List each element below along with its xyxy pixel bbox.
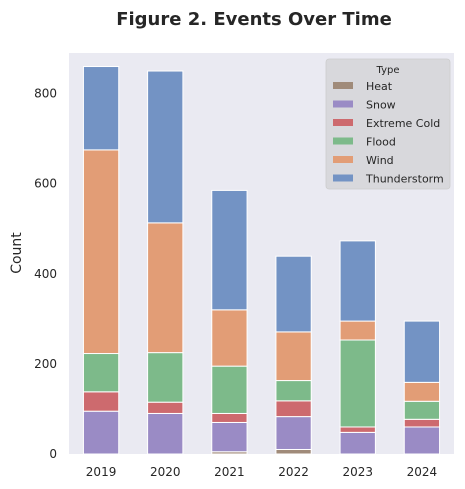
bar-2019-wind — [82, 149, 120, 355]
x-tick-label: 2021 — [214, 465, 245, 479]
y-tick-label: 200 — [34, 357, 57, 371]
bar-2019-thunderstorm — [82, 66, 120, 151]
bar-2021-thunderstorm — [211, 189, 248, 311]
legend-label: Heat — [366, 80, 393, 93]
bar-2023-wind — [339, 320, 376, 341]
bar-2022-heat — [275, 448, 312, 455]
legend-swatch-heat — [333, 82, 353, 89]
x-tick-label: 2023 — [342, 465, 373, 479]
bars-group — [82, 66, 441, 455]
y-tick-label: 0 — [49, 447, 57, 461]
bar-2022-flood — [275, 380, 312, 402]
y-axis-ticks: 0 200 400 600 800 — [34, 87, 57, 461]
x-tick-label: 2024 — [407, 465, 438, 479]
legend-label: Extreme Cold — [366, 117, 440, 130]
bar-2021-snow — [211, 421, 248, 453]
y-tick-label: 800 — [34, 87, 57, 101]
y-axis-label: Count — [9, 232, 25, 274]
x-axis-ticks: 2019 2020 2021 2022 2023 2024 — [86, 465, 437, 479]
bar-2024-thunderstorm — [403, 320, 441, 383]
x-tick-label: 2022 — [278, 465, 309, 479]
x-tick-label: 2020 — [150, 465, 181, 479]
bar-2023-snow — [339, 431, 376, 455]
bar-2019-flood — [82, 353, 120, 393]
bar-2024-flood — [403, 400, 441, 420]
bar-2024-wind — [403, 381, 441, 402]
legend-swatch-extreme-cold — [333, 119, 353, 126]
legend-swatch-wind — [333, 156, 353, 163]
legend: Type Heat Snow Extreme Cold Flood Wind Thunde… — [325, 58, 451, 190]
legend-label: Flood — [366, 136, 396, 149]
bar-2022-extreme-cold — [275, 400, 312, 418]
legend-items: Heat Snow Extreme Cold Flood Wind Thunderstor… — [333, 80, 444, 186]
y-tick-label: 400 — [34, 267, 57, 281]
legend-swatch-flood — [333, 137, 353, 145]
bar-2020-flood — [147, 352, 184, 403]
legend-swatch-thunderstorm — [333, 174, 353, 182]
x-tick-label: 2019 — [86, 465, 117, 479]
legend-label: Snow — [366, 99, 396, 112]
bar-2022-thunderstorm — [275, 255, 312, 333]
legend-swatch-snow — [333, 100, 353, 108]
bar-2021-wind — [211, 309, 248, 367]
legend-label: Wind — [366, 154, 394, 167]
legend-title: Type — [376, 65, 400, 76]
legend-box — [325, 58, 451, 190]
bar-2023-thunderstorm — [339, 240, 376, 322]
bar-2021-extreme-cold — [211, 412, 248, 423]
bar-2023-extreme-cold — [339, 426, 376, 433]
bar-2020-thunderstorm — [147, 70, 184, 224]
bar-2024-snow — [403, 426, 441, 455]
bar-2019-extreme-cold — [82, 391, 120, 412]
chart-title: Figure 2. Events Over Time — [116, 9, 392, 30]
bar-2023-flood — [339, 339, 376, 428]
bar-2024-extreme-cold — [403, 418, 441, 428]
bar-2019-snow — [82, 410, 120, 455]
y-tick-label: 600 — [34, 177, 57, 191]
legend-label: Thunderstorm — [365, 173, 444, 186]
bar-2022-snow — [275, 416, 312, 450]
bar-2020-extreme-cold — [147, 401, 184, 414]
bar-2020-wind — [147, 222, 184, 354]
bar-2021-flood — [211, 365, 248, 414]
bar-2022-wind — [275, 331, 312, 382]
bar-2020-snow — [147, 412, 184, 455]
